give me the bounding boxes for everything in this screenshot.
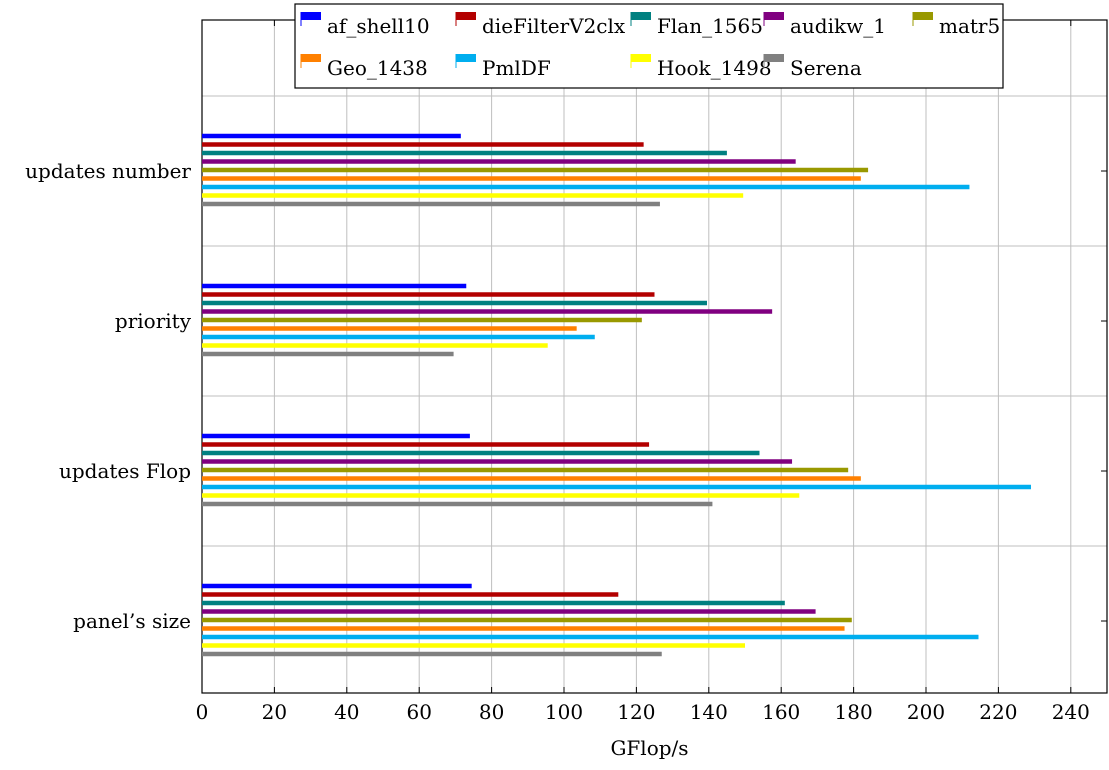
- bar-audikw-1: [202, 309, 773, 314]
- bar-flan-1565: [202, 300, 707, 306]
- bar-serena: [202, 201, 660, 207]
- bar-geo-1438: [202, 176, 861, 181]
- legend-swatch: [631, 54, 651, 62]
- legend-swatch: [456, 54, 476, 62]
- bar-af-shell10: [202, 583, 472, 589]
- legend-swatch: [764, 54, 784, 62]
- legend-entry: Serena: [790, 56, 862, 80]
- bar-pmldf: [202, 484, 1031, 490]
- bar-flan-1565: [202, 600, 785, 606]
- legend-entry: audikw_1: [790, 14, 886, 38]
- x-tick-label: 220: [979, 700, 1017, 724]
- legend-entry: dieFilterV2clx: [482, 14, 626, 38]
- bar-diefilterv2clx: [202, 442, 650, 447]
- category-label: panel’s size: [73, 609, 191, 633]
- bar-pmldf: [202, 184, 970, 190]
- bar-af-shell10: [202, 433, 470, 439]
- bar-hook-1498: [202, 343, 548, 348]
- bar-diefilterv2clx: [202, 592, 619, 597]
- category-label: updates number: [25, 159, 191, 183]
- bar-diefilterv2clx: [202, 292, 655, 297]
- x-tick-label: 100: [545, 700, 583, 724]
- bar-geo-1438: [202, 326, 577, 331]
- x-axis-title: GFlop/s: [610, 736, 688, 760]
- legend-entry: PmlDF: [482, 56, 551, 80]
- x-tick-label: 160: [762, 700, 800, 724]
- bar-geo-1438: [202, 476, 861, 481]
- legend-entry: af_shell10: [327, 14, 430, 38]
- bar-flan-1565: [202, 450, 760, 456]
- legend-swatch: [764, 12, 784, 20]
- bar-hook-1498: [202, 193, 744, 198]
- legend-swatch: [913, 12, 933, 20]
- bar-af-shell10: [202, 133, 461, 139]
- bar-matr5: [202, 617, 852, 623]
- bar-geo-1438: [202, 626, 845, 631]
- plot-frame: [201, 19, 1108, 694]
- x-tick-label: 140: [690, 700, 728, 724]
- bar-serena: [202, 501, 713, 507]
- bar-audikw-1: [202, 609, 816, 614]
- bar-flan-1565: [202, 150, 727, 156]
- category-label: priority: [115, 309, 192, 333]
- bar-serena: [202, 651, 662, 657]
- x-tick-label: 200: [907, 700, 945, 724]
- x-tick-label: 40: [334, 700, 359, 724]
- bar-matr5: [202, 467, 849, 473]
- x-tick-label: 120: [617, 700, 655, 724]
- legend-swatch: [631, 12, 651, 20]
- legend-entry: Hook_1498: [657, 56, 772, 80]
- x-tick-label: 80: [479, 700, 504, 724]
- bar-audikw-1: [202, 159, 796, 164]
- legend-swatch: [301, 54, 321, 62]
- bar-hook-1498: [202, 493, 800, 498]
- bar-matr5: [202, 317, 642, 323]
- bar-af-shell10: [202, 283, 467, 289]
- legend-entry: matr5: [939, 14, 1000, 38]
- legend-swatch: [456, 12, 476, 20]
- category-label: updates Flop: [59, 459, 191, 483]
- legend-entry: Geo_1438: [327, 56, 428, 80]
- bar-pmldf: [202, 334, 595, 340]
- x-tick-label: 180: [835, 700, 873, 724]
- bar-audikw-1: [202, 459, 793, 464]
- bar-hook-1498: [202, 643, 745, 648]
- x-tick-label: 240: [1052, 700, 1090, 724]
- bar-matr5: [202, 167, 869, 173]
- x-tick-label: 60: [406, 700, 431, 724]
- legend-entry: Flan_1565: [657, 14, 763, 38]
- x-tick-label: 20: [262, 700, 287, 724]
- bar-serena: [202, 351, 454, 357]
- x-tick-label: 0: [196, 700, 209, 724]
- legend-swatch: [301, 12, 321, 20]
- bar-pmldf: [202, 634, 979, 640]
- bar-diefilterv2clx: [202, 142, 644, 147]
